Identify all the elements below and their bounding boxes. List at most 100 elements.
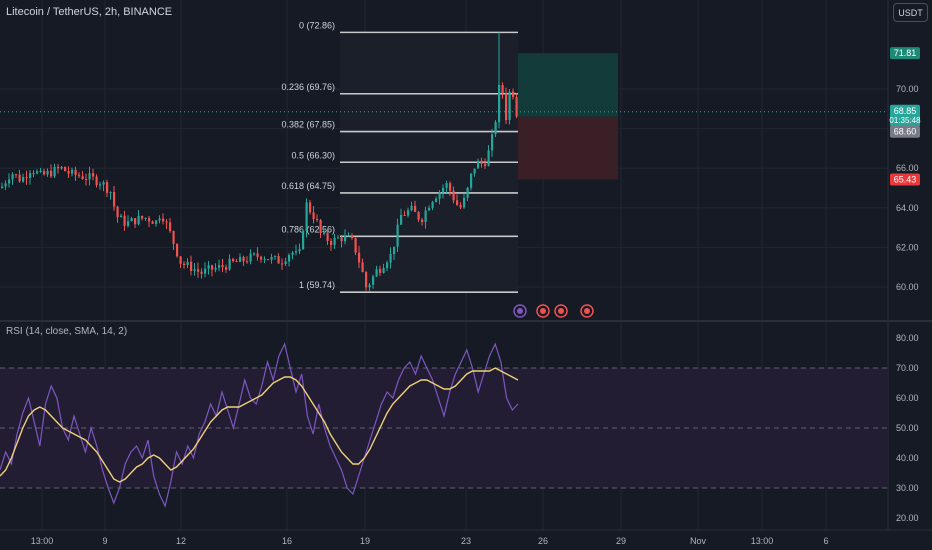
time-tick-label: 12 [176,536,186,546]
candle-body [155,220,158,224]
candle-body [473,168,476,174]
candle-body [382,268,385,273]
candle-body [50,170,53,177]
candle-body [256,253,259,257]
candle-body [445,183,448,188]
candle-body [74,169,77,176]
fib-level-label: 0.618 (64.75) [281,181,335,191]
candle-body [120,215,123,218]
candle-body [169,222,172,231]
candle-body [32,173,35,175]
candle-body [225,267,228,270]
candle-body [386,262,389,269]
candle-body [162,218,165,222]
candle-body [333,237,336,246]
candle-body [228,258,231,270]
candle-body [309,202,312,213]
candle-body [1,186,4,188]
candle-body [165,221,168,223]
candle-body [197,269,200,272]
candle-body [323,232,326,234]
fib-level-label: 0.786 (62.56) [281,224,335,234]
candle-body [148,217,151,222]
candle-body [95,176,98,185]
stop-price-label: 65.43 [894,174,917,184]
candle-body [351,235,354,239]
candle-body [267,259,270,261]
candle-body [137,215,140,225]
candle-body [221,265,224,268]
candle-body [158,218,161,221]
candle-body [144,217,147,219]
candle-body [71,169,74,174]
candle-body [22,177,25,182]
rsi-tick-label: 20.00 [896,513,919,523]
candle-body [263,259,266,261]
candle-body [302,230,305,250]
candle-body [53,166,56,177]
candle-body [330,241,333,246]
candle-body [466,187,469,198]
fib-level-label: 0 (72.86) [299,20,335,30]
candle-body [505,93,508,120]
candle-body [67,171,70,174]
candle-body [270,256,273,260]
candle-body [25,177,28,179]
candle-body [116,206,119,218]
candle-body [393,246,396,255]
candle-body [102,182,105,185]
candle-body [470,173,473,188]
time-tick-label: Nov [690,536,707,546]
candle-body [375,269,378,277]
candle-body [172,230,175,244]
candle-body [501,84,504,94]
candle-body [312,212,315,220]
candle-body [60,166,63,169]
rsi-line [0,342,519,508]
candle-body [389,254,392,263]
candle-body [151,221,154,224]
profit-zone [518,53,618,117]
candle-body [232,258,235,262]
candle-body [477,160,480,169]
candle-body [288,254,291,262]
candle-body [435,198,438,202]
candle-body [214,267,217,270]
time-tick-label: 13:00 [31,536,54,546]
candle-body [113,192,116,207]
candle-body [242,256,245,262]
currency-button[interactable]: USDT [893,3,928,22]
event-icon [558,308,564,314]
candle-body [39,170,42,172]
candle-body [64,166,67,172]
candle-body [487,150,490,166]
loss-zone [518,116,618,180]
candle-body [193,269,196,271]
candle-body [284,261,287,264]
candle-body [134,218,137,225]
candle-body [298,249,301,252]
candle-body [361,262,364,273]
candle-body [421,219,424,223]
candle-body [43,170,46,175]
candle-body [36,171,39,174]
candle-body [449,183,452,191]
event-icon [584,308,590,314]
candle-body [123,215,126,226]
candle-body [141,215,144,219]
candle-body [176,243,179,257]
candle-body [305,202,308,231]
candle-body [57,166,60,169]
rsi-tick-label: 40.00 [896,453,919,463]
candle-body [200,271,203,274]
candle-body [291,252,294,255]
target-price-label: 71.81 [894,48,917,58]
time-tick-label: 19 [360,536,370,546]
candle-body [85,179,88,181]
target-price-badge [890,47,920,60]
fib-level-label: 0.5 (66.30) [291,150,335,160]
time-tick-label: 26 [538,536,548,546]
candle-body [417,211,420,220]
candle-body [109,192,112,194]
